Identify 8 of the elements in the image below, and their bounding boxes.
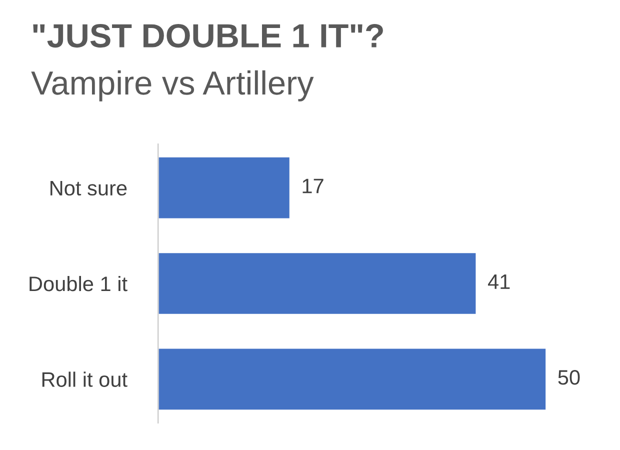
- y-tick-label: Double 1 it: [30, 276, 128, 292]
- y-tick-label: Not sure: [50, 181, 127, 196]
- data-label: 41: [488, 274, 510, 289]
- data-label: 50: [558, 370, 580, 385]
- y-tick-label: Roll it out: [42, 372, 128, 387]
- chart-title: "JUST DOUBLE 1 IT"?: [33, 24, 383, 48]
- chart-subtitle: Vampire vs Artillery: [31, 70, 314, 102]
- data-label: 17: [302, 178, 324, 194]
